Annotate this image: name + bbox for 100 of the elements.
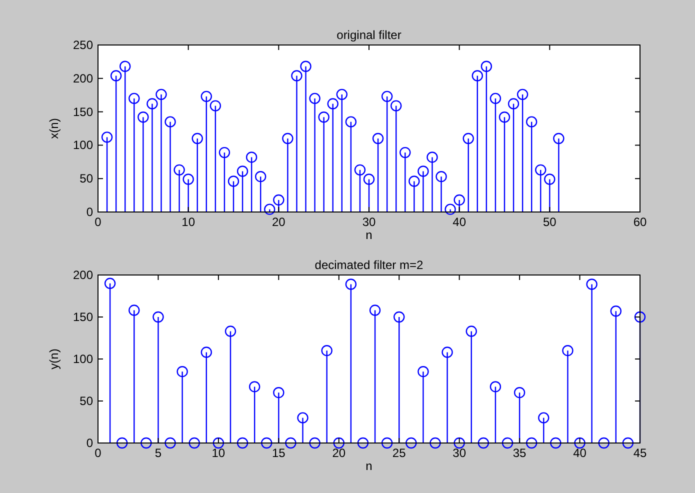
point [538, 412, 550, 424]
point [408, 176, 420, 187]
point [192, 132, 203, 144]
point [246, 152, 258, 163]
point [182, 174, 194, 185]
point [634, 311, 646, 323]
point [188, 437, 200, 449]
point [212, 437, 224, 449]
x-tick-label: 5 [154, 446, 162, 460]
y-tick-label: 0 [86, 205, 94, 219]
point [236, 437, 248, 449]
point [110, 70, 122, 82]
x-tick-label: 25 [392, 446, 406, 460]
point [430, 437, 441, 449]
point [318, 112, 330, 123]
point [381, 90, 393, 102]
x-tick-label: 30 [362, 215, 376, 229]
point [156, 88, 167, 100]
point [146, 98, 158, 110]
point [174, 164, 185, 176]
point [200, 346, 212, 358]
point [442, 346, 453, 358]
x-axis-title: n [366, 228, 372, 242]
point [336, 88, 348, 100]
y-tick-label: 250 [72, 38, 94, 52]
point [369, 304, 381, 316]
point [236, 166, 248, 177]
point [164, 116, 176, 128]
point [210, 100, 222, 112]
point [291, 70, 302, 82]
point [101, 132, 113, 143]
point [164, 437, 176, 449]
y-axis-title: y(n) [47, 348, 61, 370]
point [622, 437, 634, 449]
point [526, 116, 538, 128]
x-tick-label: 35 [512, 446, 527, 460]
x-tick-label: 20 [332, 446, 346, 460]
x-tick-label: 10 [182, 215, 196, 229]
y-tick-label: 150 [72, 104, 94, 119]
point [480, 60, 492, 72]
y-axis-title: x(n) [47, 118, 61, 139]
x-axis-title: n [366, 459, 372, 473]
point [128, 92, 140, 104]
point [586, 278, 598, 290]
point [345, 278, 357, 290]
point [372, 132, 384, 144]
point [128, 304, 140, 316]
point [550, 437, 562, 449]
point [309, 437, 320, 449]
x-tick-label: 0 [94, 215, 102, 229]
point [394, 311, 405, 323]
point [436, 170, 447, 182]
point [502, 437, 514, 449]
x-tick-label: 10 [212, 446, 226, 460]
point [282, 132, 294, 144]
point [140, 437, 152, 449]
point [514, 387, 526, 398]
x-tick-label: 30 [452, 446, 466, 460]
point [526, 437, 538, 449]
x-tick-label: 45 [633, 446, 647, 460]
y-tick-label: 50 [80, 394, 94, 408]
point [466, 326, 477, 337]
point [390, 100, 402, 112]
point [498, 112, 510, 123]
point [454, 194, 465, 206]
point [228, 176, 240, 187]
point [261, 437, 272, 449]
point [104, 278, 116, 289]
point [598, 437, 610, 449]
point [176, 366, 188, 378]
point [354, 164, 366, 176]
point [516, 88, 528, 100]
point [218, 146, 230, 158]
point [321, 345, 332, 356]
point [418, 166, 429, 177]
point [490, 381, 502, 392]
point [248, 381, 260, 392]
point [490, 92, 502, 104]
chart-title: decimated filter m=2 [314, 258, 424, 272]
y-tick-label: 150 [72, 310, 94, 324]
point [357, 437, 369, 449]
point [224, 326, 236, 337]
point [120, 60, 131, 72]
point [544, 174, 556, 185]
point [309, 92, 320, 104]
point [454, 437, 465, 449]
point [381, 437, 393, 449]
point [462, 132, 474, 144]
point [200, 90, 212, 102]
point [418, 366, 429, 378]
y-tick-label: 100 [72, 138, 94, 152]
y-tick-label: 50 [80, 172, 94, 186]
point [562, 345, 574, 356]
point [152, 311, 164, 323]
point [273, 387, 284, 398]
chart-title: original filter [336, 28, 402, 42]
point [285, 437, 296, 449]
y-tick-label: 100 [72, 352, 94, 366]
point [345, 116, 357, 128]
point [426, 152, 438, 163]
